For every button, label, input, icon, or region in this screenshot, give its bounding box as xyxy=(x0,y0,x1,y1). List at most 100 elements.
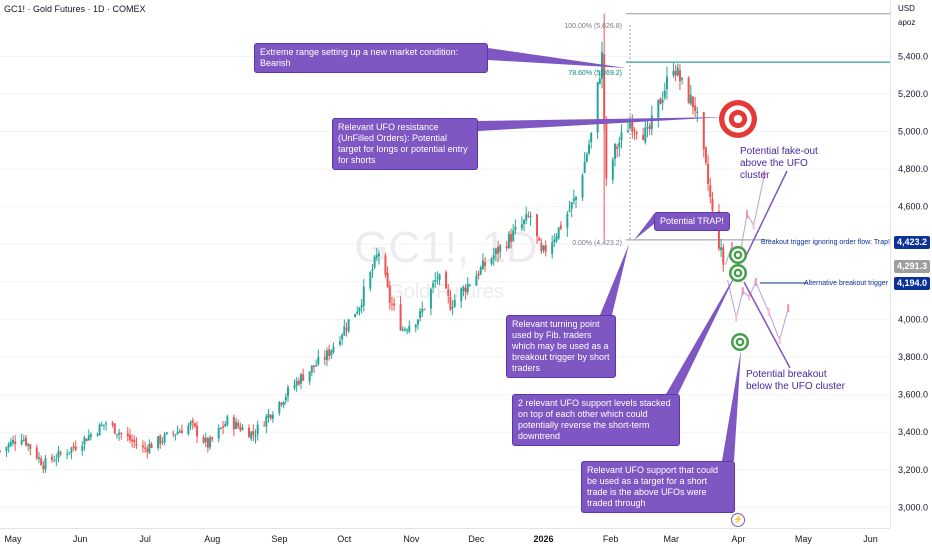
candles xyxy=(0,13,725,474)
alt-trigger-label: Alternative breakout trigger xyxy=(804,280,889,287)
candle-body xyxy=(369,272,372,289)
candle-body xyxy=(557,227,560,239)
y-tick-label: 5,200.0 xyxy=(898,89,928,99)
scale-label[interactable]: apoz xyxy=(898,18,916,27)
candle-body xyxy=(239,426,242,431)
horizontal-levels xyxy=(626,13,890,284)
candle-body xyxy=(22,439,25,441)
callout-two-ufo-support[interactable]: 2 relevant UFO support levels stacked on… xyxy=(512,394,680,446)
candle-body xyxy=(438,274,441,280)
ufo-targets xyxy=(719,100,757,351)
candle-body xyxy=(527,215,530,217)
candle-body xyxy=(297,380,300,385)
ufo-support-target-lower-center xyxy=(736,271,740,275)
candle-body xyxy=(37,457,40,459)
currency-label[interactable]: USD xyxy=(898,4,915,13)
callout-trap[interactable]: Potential TRAP! xyxy=(654,212,730,231)
candle-body xyxy=(271,414,274,419)
candle-body xyxy=(663,90,666,98)
watermark-name: Gold Futures xyxy=(388,281,504,303)
candle-body xyxy=(265,416,268,427)
candle-body xyxy=(68,452,71,454)
fib-label-0: 0.00% (4,423.2) xyxy=(572,240,622,247)
candle-body xyxy=(514,226,517,231)
time-axis[interactable]: May Jun Jul Aug Sep Oct Nov Dec 2026 Feb Mar Apr May… xyxy=(4,534,877,544)
candle-body xyxy=(689,94,692,105)
scenario-down-path xyxy=(727,279,789,342)
candle-body xyxy=(7,443,10,448)
candle-body xyxy=(347,319,350,332)
candle-body xyxy=(388,285,391,303)
candle-body xyxy=(81,445,84,451)
candle-body xyxy=(295,380,298,386)
symbol-header[interactable]: GC1! · Gold Futures · 1D · COMEX xyxy=(4,4,146,14)
candle-body xyxy=(128,434,131,441)
pointer-turning-point xyxy=(600,244,629,315)
candle-body xyxy=(165,432,168,435)
candle-body xyxy=(280,403,283,405)
candle-body xyxy=(354,313,357,318)
candle-body xyxy=(310,365,313,373)
candle-body xyxy=(284,396,287,401)
candle-body xyxy=(481,260,484,270)
candle-body xyxy=(399,304,402,331)
candle-body xyxy=(678,70,681,82)
pointer-ufo-resistance xyxy=(478,117,726,131)
candle-body xyxy=(341,334,344,340)
candle-body xyxy=(421,308,424,313)
candle-body xyxy=(642,135,645,141)
candle-body xyxy=(27,443,30,446)
x-tick-label: Jun xyxy=(73,534,88,544)
current-price-tag: 4,291.3 xyxy=(894,260,930,273)
candle-body xyxy=(312,365,315,368)
candle-body xyxy=(42,465,45,469)
candle-body xyxy=(150,443,153,448)
watermark-ticker: GC1!, 1D xyxy=(354,223,537,272)
candle-body xyxy=(694,105,697,111)
callout-ufo-support-target[interactable]: Relevant UFO support that could be used … xyxy=(581,461,735,513)
candle-body xyxy=(72,446,75,448)
candle-body xyxy=(453,299,456,307)
ufo-support-target-upper-center xyxy=(736,253,740,257)
ufo-support-target-deep-center xyxy=(738,340,742,344)
candle-body xyxy=(178,431,181,433)
candle-body xyxy=(659,98,662,105)
candle-body xyxy=(588,144,591,154)
candle-body xyxy=(315,365,318,367)
candle-body xyxy=(302,374,305,381)
candle-body xyxy=(661,99,664,103)
callout-ufo-resistance[interactable]: Relevant UFO resistance (UnFilled Orders… xyxy=(332,118,478,170)
lightning-icon[interactable]: ⚡ xyxy=(731,513,745,527)
callout-extreme-range[interactable]: Extreme range setting up a new market co… xyxy=(254,43,488,73)
callout-turning-point[interactable]: Relevant turning point used by Fib. trad… xyxy=(506,315,616,378)
candle-body xyxy=(20,440,23,445)
x-tick-label: May xyxy=(795,534,813,544)
scenario-up-path-bar xyxy=(752,221,755,230)
candle-body xyxy=(131,439,134,442)
candle-body xyxy=(70,447,73,453)
fib-label-786: 78.60% (5,369.2) xyxy=(568,70,622,77)
candle-body xyxy=(323,357,326,360)
candle-body xyxy=(269,414,272,418)
candle-body xyxy=(362,286,365,306)
candle-body xyxy=(118,432,121,435)
candle-body xyxy=(187,425,190,435)
candle-body xyxy=(510,234,513,242)
fakeout-label: Potential fake-out above the UFO cluster xyxy=(740,146,818,181)
candle-body xyxy=(248,427,251,438)
plot-area[interactable] xyxy=(0,0,890,528)
candle-body xyxy=(360,304,363,308)
candle-body xyxy=(345,328,348,330)
candle-body xyxy=(665,76,668,90)
scenario-down-path-bar xyxy=(778,336,781,345)
candle-body xyxy=(100,424,103,426)
candle-body xyxy=(540,242,543,252)
candle-body xyxy=(135,443,138,446)
candle-body xyxy=(386,272,389,287)
candle-body xyxy=(87,435,90,440)
candle-body xyxy=(40,458,43,466)
y-tick-label: 3,400.0 xyxy=(898,427,928,437)
candle-body xyxy=(464,287,467,293)
candle-body xyxy=(85,438,88,442)
